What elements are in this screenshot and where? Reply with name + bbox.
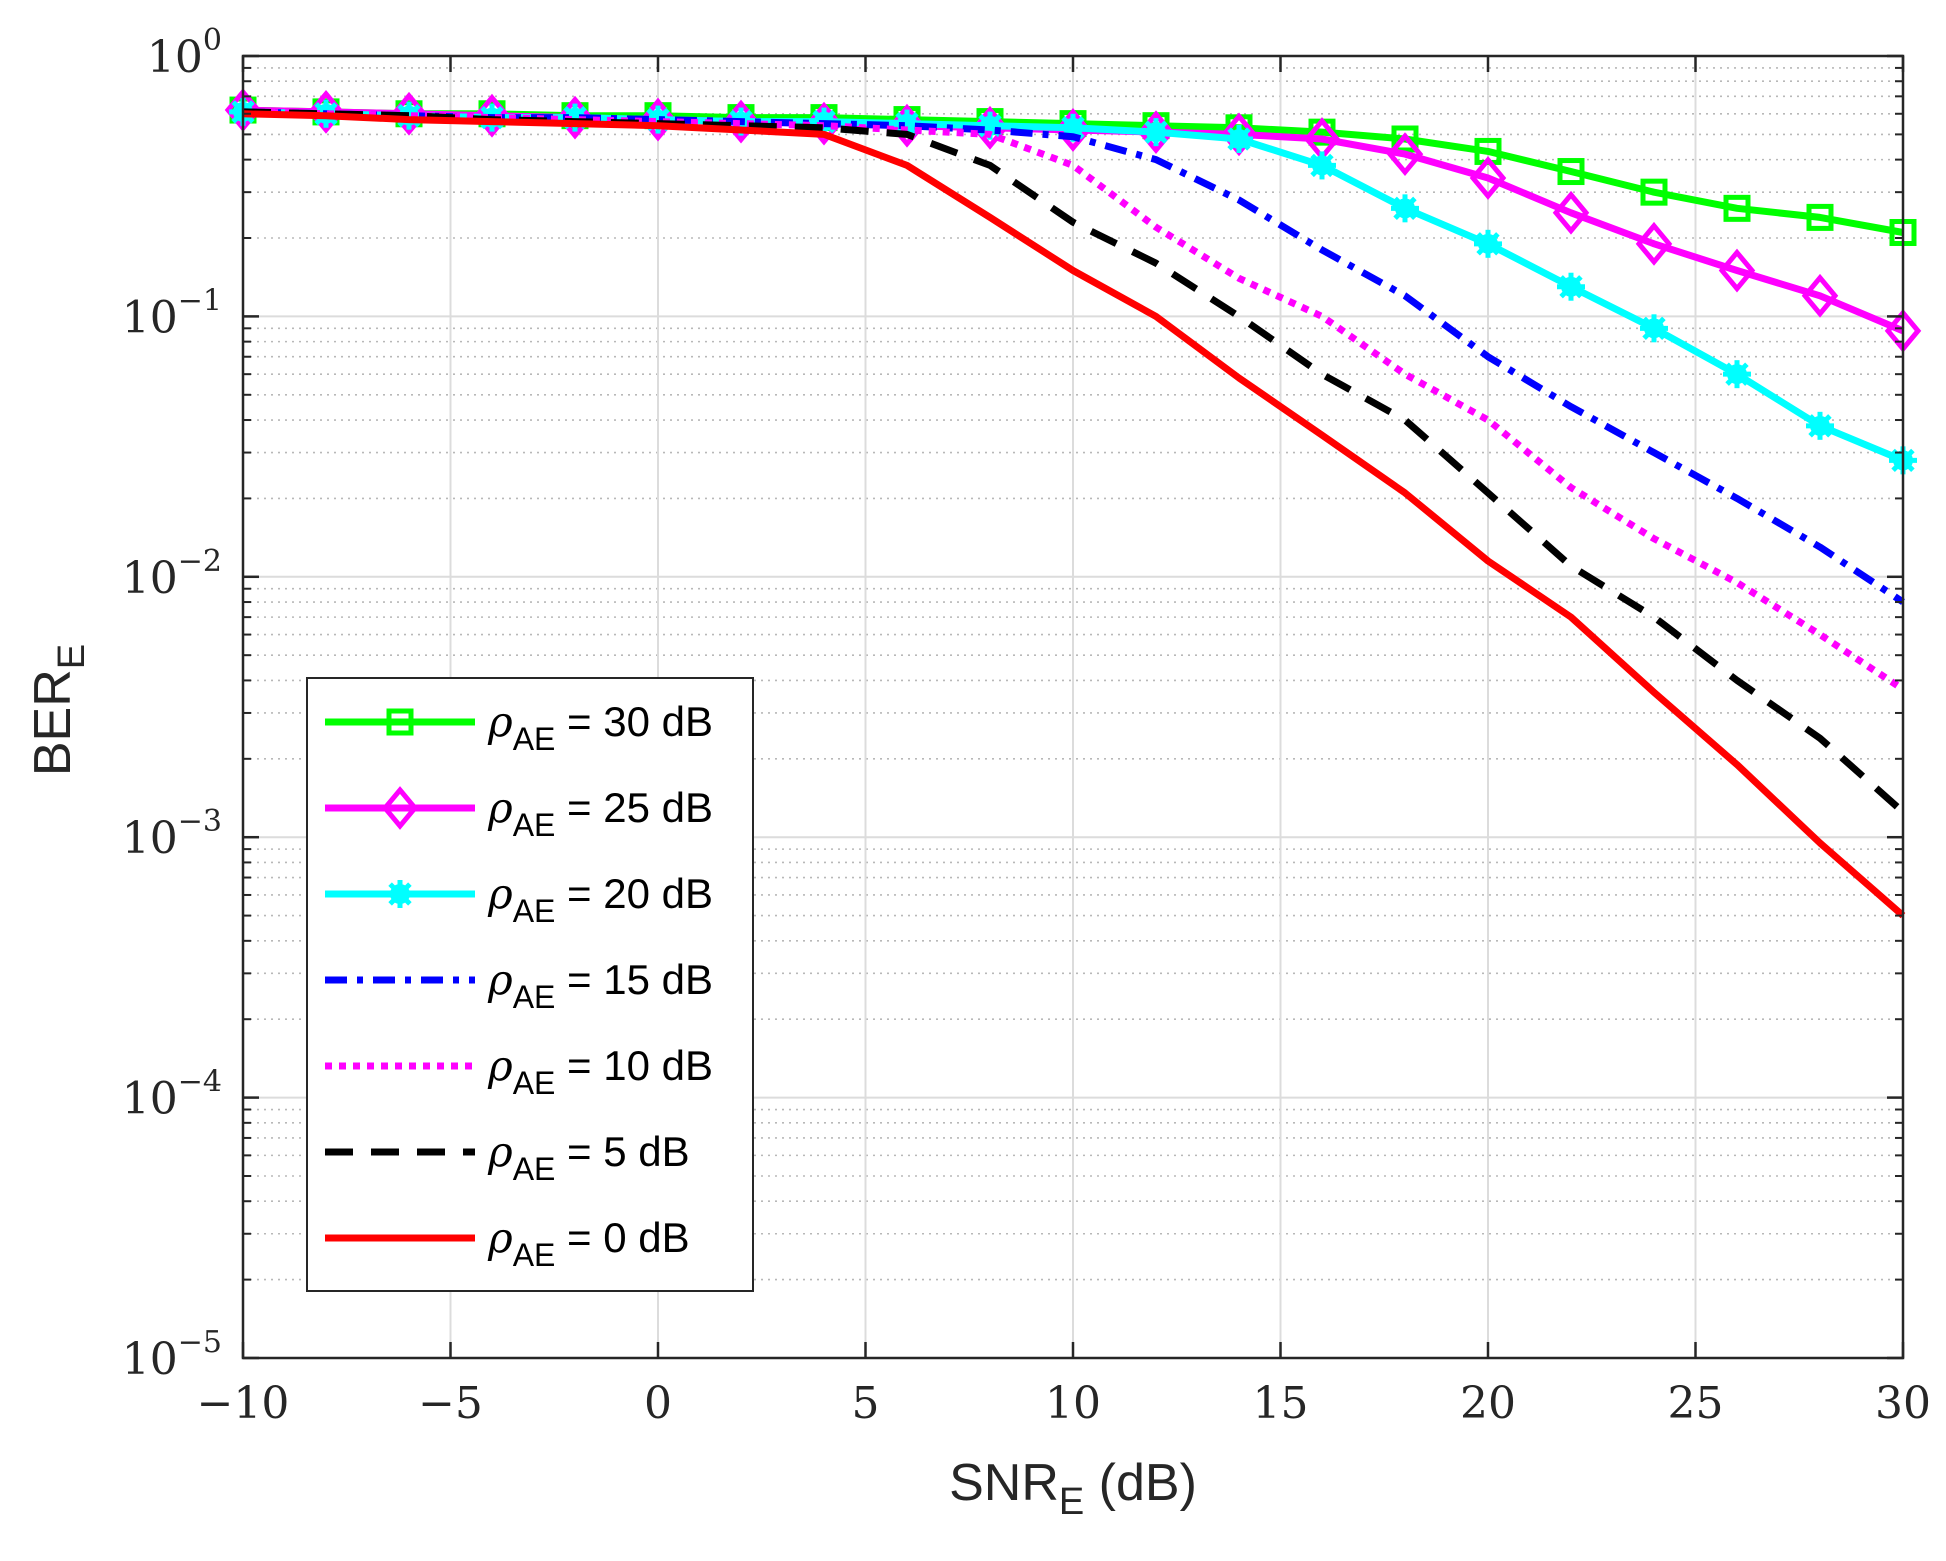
legend-marker-1 — [381, 786, 419, 830]
x-tick-label: −5 — [418, 1378, 483, 1429]
y-tick-label: 10−3 — [122, 804, 222, 864]
data-point-2-spoke — [1808, 414, 1832, 438]
data-point-2-spoke — [895, 111, 919, 136]
data-point-1 — [1386, 132, 1424, 177]
data-point-2-spoke — [1227, 127, 1251, 151]
legend-label-5: ρAE = 5 dB — [487, 1127, 690, 1187]
legend-marker-2-spoke — [388, 882, 412, 906]
data-point-0 — [1640, 178, 1668, 206]
legend-marker-2 — [386, 880, 414, 908]
data-point-1 — [1137, 110, 1175, 155]
data-point-2-spoke — [1393, 196, 1417, 221]
data-point-2-spoke — [1559, 275, 1583, 299]
data-point-1 — [1718, 248, 1756, 293]
y-axis-label: BERE — [24, 644, 93, 776]
legend-label-4: ρAE = 10 dB — [487, 1041, 713, 1101]
data-point-1 — [1801, 273, 1839, 318]
legend-label-3: ρAE = 15 dB — [487, 955, 713, 1015]
x-axis-label: SNRE (dB) — [949, 1454, 1197, 1523]
series-line-6 — [242, 110, 1906, 919]
data-point-1 — [556, 95, 594, 140]
legend: ρAE = 30 dB ρAE = 25 dB ρAE = 20 dB ρAE = 1… — [306, 677, 754, 1292]
x-tick-label: 15 — [1253, 1378, 1309, 1429]
x-tick-label: 10 — [1045, 1378, 1101, 1429]
data-point-2 — [1557, 272, 1585, 301]
x-tick-label: 5 — [852, 1378, 880, 1429]
data-point-2-spoke — [1642, 316, 1666, 340]
data-point-1 — [722, 99, 760, 144]
data-point-2 — [1806, 411, 1834, 440]
x-tick-label: 30 — [1875, 1378, 1931, 1429]
x-tick-label: 20 — [1460, 1378, 1516, 1429]
data-point-1 — [1054, 108, 1092, 152]
data-point-2 — [1723, 360, 1751, 389]
data-point-0 — [1557, 158, 1585, 186]
data-point-2 — [1308, 151, 1336, 180]
data-point-1 — [805, 101, 843, 146]
data-point-1 — [971, 105, 1009, 150]
x-tick-label: 0 — [644, 1378, 672, 1429]
y-tick-label: 100 — [147, 23, 222, 83]
legend-marker-0 — [386, 708, 414, 736]
y-tick-label: 10−2 — [122, 544, 222, 604]
data-point-2 — [1391, 194, 1419, 223]
data-point-1 — [1469, 156, 1507, 200]
y-tick-label: 10−4 — [122, 1065, 222, 1125]
y-tick-labels: 100 10−1 10−2 10−3 10−4 10−5 — [122, 23, 222, 1385]
data-point-2-spoke — [1310, 153, 1334, 178]
data-point-0 — [1723, 194, 1751, 222]
data-point-1 — [639, 97, 677, 142]
data-point-1 — [1552, 190, 1590, 235]
data-point-2-spoke — [1144, 120, 1168, 144]
data-point-2 — [1225, 125, 1253, 154]
data-point-2 — [1640, 314, 1668, 343]
data-point-1 — [1635, 221, 1673, 266]
data-point-2 — [1142, 118, 1170, 147]
x-tick-labels: −10 −5 0 5 10 15 20 25 30 — [197, 1378, 1931, 1429]
legend-label-6: ρAE = 0 dB — [487, 1213, 690, 1273]
y-tick-label: 10−1 — [122, 283, 222, 343]
x-tick-label: −10 — [197, 1378, 290, 1429]
data-point-2-spoke — [1476, 232, 1500, 256]
data-point-0 — [1806, 203, 1834, 231]
axes-layer — [241, 54, 1905, 1360]
data-point-1 — [888, 103, 926, 148]
data-point-0 — [1391, 125, 1419, 153]
x-tick-label: 25 — [1668, 1378, 1724, 1429]
legend-box — [306, 677, 754, 1292]
legend-label-2: ρAE = 20 dB — [487, 869, 713, 929]
data-point-2-spoke — [1725, 362, 1749, 386]
legend-label-0: ρAE = 30 dB — [487, 697, 713, 757]
legend-label-1: ρAE = 25 dB — [487, 783, 713, 843]
data-point-2 — [1474, 229, 1502, 258]
y-tick-label: 10−5 — [122, 1325, 222, 1385]
